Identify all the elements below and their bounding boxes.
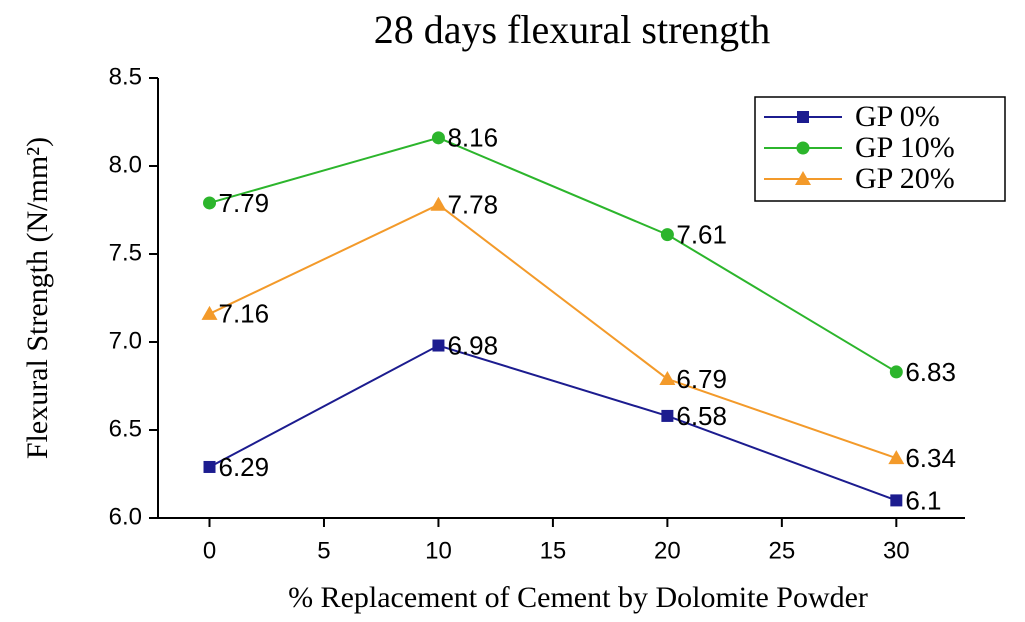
data-label: 6.98 (447, 330, 498, 360)
x-axis-label: % Replacement of Cement by Dolomite Powd… (288, 581, 868, 614)
marker (797, 111, 809, 123)
marker (890, 494, 903, 507)
legend-label: GP 10% (855, 131, 955, 164)
marker (201, 305, 218, 320)
data-label: 6.29 (219, 452, 270, 482)
x-tick-label: 0 (203, 537, 216, 564)
x-tick-label: 25 (768, 537, 795, 564)
marker (888, 450, 905, 465)
x-tick-label: 30 (883, 537, 910, 564)
x-tick-label: 20 (654, 537, 681, 564)
data-label: 7.79 (219, 188, 270, 218)
marker (660, 228, 674, 242)
series-line (209, 203, 897, 460)
y-tick-label: 8.5 (109, 63, 142, 90)
y-tick-label: 8.0 (109, 151, 142, 178)
marker (430, 196, 447, 211)
y-tick-label: 7.0 (109, 327, 142, 354)
legend-label: GP 0% (855, 100, 940, 133)
marker (432, 339, 445, 352)
data-label: 6.83 (905, 357, 956, 387)
y-tick-label: 6.0 (109, 503, 142, 530)
data-label: 6.79 (676, 364, 727, 394)
y-axis-label: Flexural Strength (N/mm²) (21, 137, 54, 459)
marker (795, 171, 811, 185)
chart-title: 28 days flexural strength (374, 7, 771, 52)
x-tick-label: 15 (540, 537, 567, 564)
y-tick-label: 7.5 (109, 239, 142, 266)
marker (203, 460, 216, 473)
data-label: 7.78 (447, 190, 498, 220)
data-label: 6.34 (905, 443, 956, 473)
marker (661, 409, 674, 422)
marker (431, 131, 445, 145)
legend-label: GP 20% (855, 162, 955, 195)
series-line (209, 136, 897, 373)
marker (889, 365, 903, 379)
data-label: 7.16 (219, 299, 270, 329)
x-tick-label: 10 (425, 537, 452, 564)
data-label: 6.58 (676, 401, 727, 431)
data-label: 6.1 (905, 485, 941, 515)
data-label: 8.16 (447, 123, 498, 153)
marker (659, 370, 676, 385)
marker (796, 141, 810, 155)
x-tick-label: 5 (317, 537, 330, 564)
marker (203, 196, 217, 210)
series-line (209, 344, 897, 502)
data-label: 7.61 (676, 220, 727, 250)
y-tick-label: 6.5 (109, 415, 142, 442)
